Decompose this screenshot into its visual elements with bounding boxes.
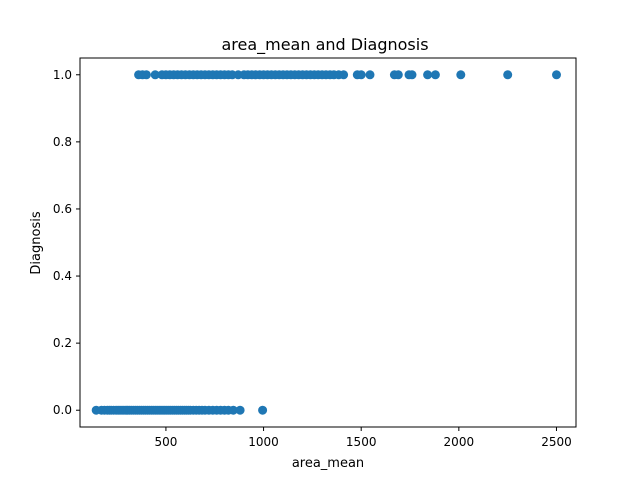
x-tick-label: 500 [154,435,177,449]
y-axis-label: Diagnosis [29,211,44,274]
data-point [503,70,513,80]
data-point [407,70,417,80]
data-point [430,70,440,80]
x-tick-label: 2000 [444,435,475,449]
data-point [258,405,268,415]
y-tick-label: 0.2 [53,336,72,350]
data-point [150,70,160,80]
data-point [552,70,561,80]
data-point [228,405,238,415]
x-tick-label: 1500 [346,435,377,449]
data-point [365,70,375,80]
data-point [141,70,151,80]
y-tick-label: 1.0 [53,68,72,82]
data-point [393,70,403,80]
y-tick-label: 0.8 [53,135,72,149]
data-point [456,70,466,80]
chart-title: area_mean and Diagnosis [221,35,428,55]
data-point [356,70,366,80]
x-tick-label: 1000 [248,435,279,449]
y-tick-label: 0.6 [53,202,72,216]
data-point [235,405,245,415]
y-axis-ticks: 0.0 0.2 0.4 0.6 0.8 1.0 [53,68,80,417]
data-point [339,70,349,80]
data-points [91,70,561,415]
x-axis-ticks: 500 1000 1500 2000 2500 [154,427,572,449]
x-tick-label: 2500 [541,435,572,449]
x-axis-label: area_mean [292,456,364,471]
data-point [423,70,433,80]
y-tick-label: 0.4 [53,269,72,283]
y-tick-label: 0.0 [53,403,72,417]
plot-frame [79,57,577,428]
